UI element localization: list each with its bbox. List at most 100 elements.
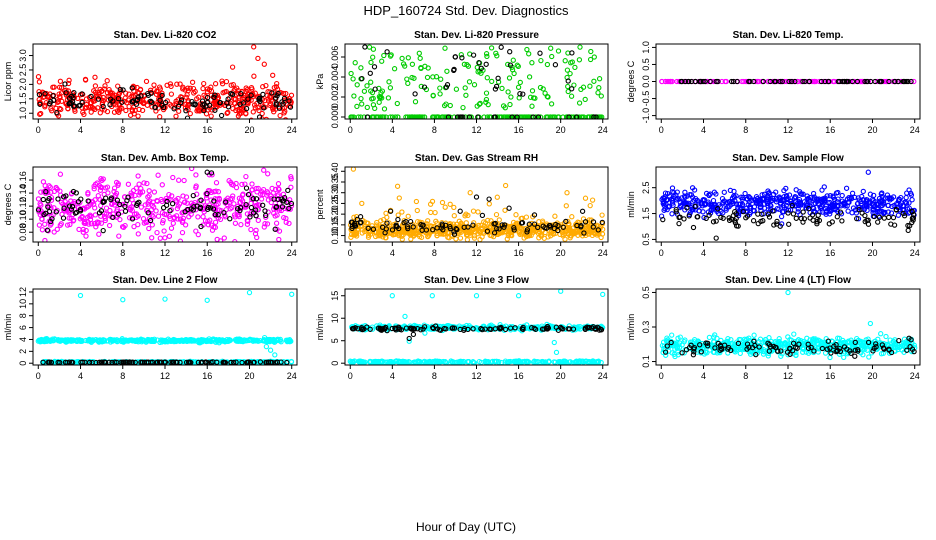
- data-point: [587, 202, 593, 209]
- data-point: [260, 337, 266, 344]
- data-point: [110, 214, 116, 221]
- data-point: [573, 114, 580, 119]
- data-point: [193, 172, 199, 178]
- data-point: [553, 324, 559, 330]
- data-point: [181, 199, 188, 205]
- data-point: [244, 217, 250, 224]
- data-point: [115, 211, 122, 217]
- data-point: [669, 189, 675, 195]
- data-point: [439, 114, 445, 119]
- x-tick-label: 4: [701, 248, 706, 258]
- data-point: [180, 86, 186, 92]
- data-point: [147, 217, 154, 224]
- data-point: [878, 191, 884, 197]
- data-point: [872, 210, 878, 217]
- data-point: [478, 70, 484, 76]
- data-point: [170, 359, 177, 365]
- data-point-outlier: [389, 293, 395, 299]
- data-point-outlier: [865, 169, 871, 175]
- series-1: [658, 169, 917, 227]
- data-point: [757, 200, 763, 207]
- data-point: [562, 58, 568, 64]
- data-point: [286, 205, 292, 212]
- data-point: [577, 359, 583, 365]
- data-point: [48, 213, 54, 220]
- data-point: [243, 111, 249, 117]
- data-point: [565, 78, 571, 84]
- data-point: [563, 218, 569, 225]
- data-point: [65, 105, 71, 112]
- data-point: [822, 197, 828, 203]
- data-point: [285, 187, 291, 194]
- data-point: [484, 228, 491, 234]
- x-tick-label: 12: [471, 125, 481, 135]
- data-point: [513, 212, 519, 218]
- data-point: [368, 59, 374, 66]
- y-tick-label: 1.5: [641, 207, 651, 220]
- data-point: [184, 115, 191, 119]
- data-point: [187, 110, 193, 117]
- data-point: [567, 70, 573, 77]
- data-point: [544, 326, 551, 332]
- data-point: [565, 88, 571, 95]
- data-point: [384, 214, 390, 221]
- data-point-outlier: [289, 291, 295, 297]
- data-point: [890, 214, 897, 221]
- data-point: [384, 220, 390, 226]
- data-point: [80, 226, 86, 233]
- data-point: [537, 114, 544, 119]
- data-point: [240, 191, 246, 197]
- scatter-points: [659, 78, 917, 85]
- y-tick-label: -0.5: [641, 91, 651, 107]
- data-point: [48, 218, 54, 225]
- data-point: [126, 103, 132, 110]
- data-point: [568, 93, 575, 99]
- data-point: [273, 204, 280, 210]
- data-point: [727, 199, 733, 205]
- data-point-outlier: [551, 339, 557, 346]
- data-point: [417, 55, 423, 61]
- data-point: [59, 98, 65, 104]
- data-point: [80, 359, 86, 365]
- data-point: [259, 110, 265, 117]
- data-point: [348, 219, 355, 225]
- data-point: [111, 202, 118, 208]
- data-point-outlier: [473, 293, 480, 299]
- data-point: [286, 338, 292, 344]
- data-point: [182, 222, 189, 228]
- data-point: [905, 227, 911, 234]
- scatter-points: [347, 167, 606, 242]
- data-point: [127, 112, 134, 118]
- data-point: [124, 118, 128, 119]
- data-point: [687, 210, 693, 216]
- data-point: [666, 203, 673, 209]
- data-point: [858, 198, 864, 205]
- data-point: [507, 49, 513, 55]
- data-point: [75, 199, 82, 205]
- data-point: [252, 105, 258, 111]
- data-point: [471, 235, 478, 241]
- data-point: [383, 210, 389, 216]
- panel-title: Stan. Dev. Li-820 CO2: [114, 30, 217, 41]
- data-point: [481, 219, 487, 225]
- data-point: [364, 83, 370, 89]
- data-point: [548, 224, 554, 230]
- data-point: [125, 181, 132, 187]
- data-point: [468, 229, 474, 235]
- data-point: [471, 82, 478, 88]
- data-point: [555, 227, 561, 234]
- data-point: [727, 187, 734, 194]
- data-point: [140, 98, 146, 104]
- data-point: [451, 213, 457, 219]
- data-point: [111, 185, 118, 191]
- data-point: [447, 225, 453, 232]
- data-point: [397, 326, 403, 333]
- data-point: [552, 213, 558, 219]
- data-point: [227, 216, 233, 222]
- data-point: [502, 207, 508, 213]
- x-tick-label: 16: [825, 248, 835, 258]
- data-point: [451, 325, 458, 331]
- data-point-outlier: [394, 183, 401, 189]
- data-point: [379, 95, 385, 101]
- data-point: [496, 226, 502, 232]
